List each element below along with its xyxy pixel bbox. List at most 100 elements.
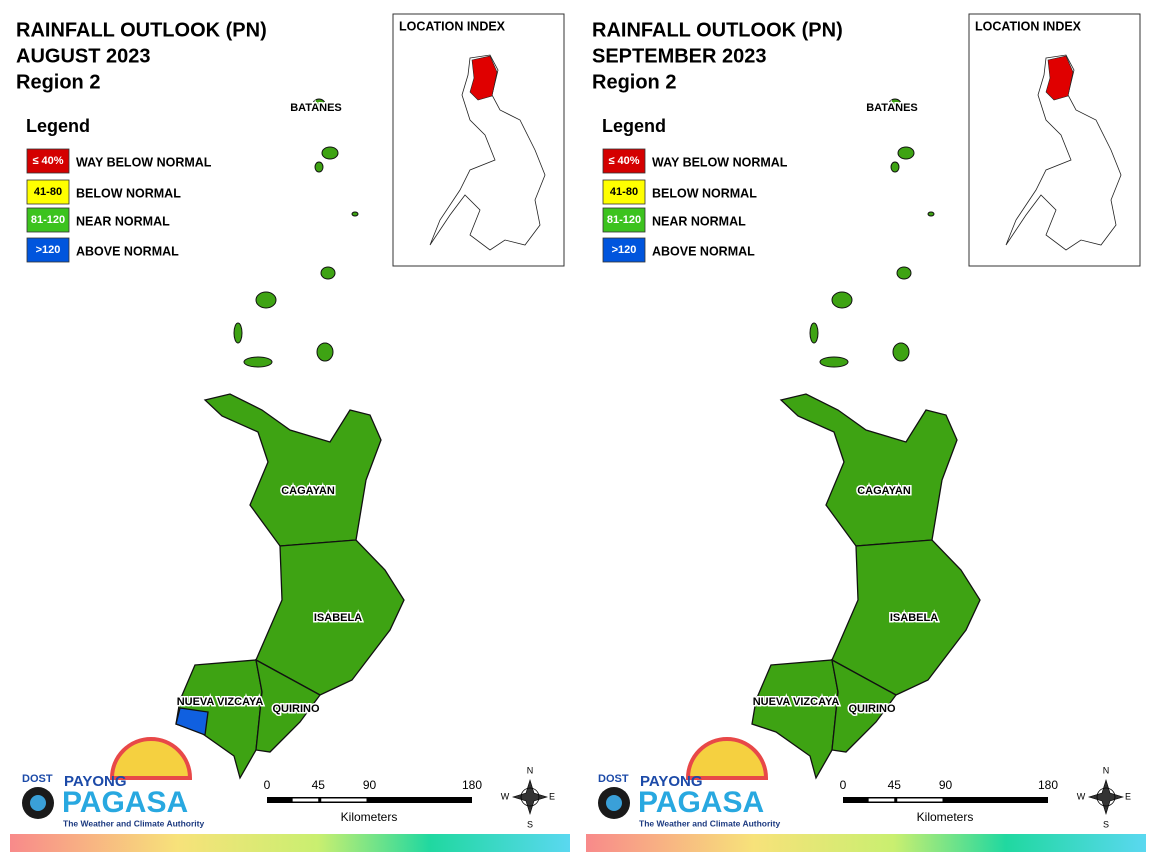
logo-agency: DOST <box>22 773 53 785</box>
scale-tick-label: 90 <box>939 778 953 792</box>
island <box>831 291 853 309</box>
island <box>897 146 915 160</box>
title-line: RAINFALL OUTLOOK (PN) <box>16 19 267 41</box>
legend-swatch-text: 41-80 <box>610 186 638 198</box>
legend-swatch <box>602 179 646 205</box>
compass-letter: W <box>1077 791 1086 801</box>
scale-seg <box>897 798 943 802</box>
title-line: AUGUST 2023 <box>16 45 151 67</box>
logo-umbrella <box>109 737 193 780</box>
island <box>888 98 902 110</box>
title-line: RAINFALL OUTLOOK (PN) <box>592 19 843 41</box>
island <box>316 342 334 362</box>
legend-swatch <box>602 207 646 233</box>
inset-region <box>1045 55 1074 101</box>
legend-swatch-text: 81-120 <box>31 214 65 226</box>
compass-rose <box>1087 778 1125 816</box>
island <box>233 322 243 344</box>
compass-letter: S <box>1103 819 1109 829</box>
inset-country <box>429 54 546 251</box>
legend-swatch <box>26 237 70 263</box>
scale-seg <box>292 798 319 802</box>
legend-label: WAY BELOW NORMAL <box>652 155 788 169</box>
inset-title: LOCATION INDEX <box>399 19 506 33</box>
province-label: BATANES <box>290 102 342 114</box>
map-panel: RAINFALL OUTLOOK (PN) AUGUST 2023 Region 2… <box>10 13 570 852</box>
scale-tick-label: 45 <box>312 778 326 792</box>
scale-unit: Kilometers <box>917 810 974 824</box>
legend-label: BELOW NORMAL <box>652 186 757 200</box>
scale-bar <box>843 797 1048 803</box>
island <box>314 161 324 173</box>
title-line: Region 2 <box>592 71 676 93</box>
logo-umbrella <box>685 737 769 780</box>
logo-agency: DOST <box>598 773 629 785</box>
compass-letter: S <box>527 819 533 829</box>
island <box>321 146 339 160</box>
logo-name: PAGASA <box>62 786 188 819</box>
above-normal-area <box>175 707 209 736</box>
province-label: ISABELA <box>314 612 362 624</box>
logo-top: PAYONG <box>640 773 703 790</box>
island <box>243 356 273 368</box>
scale-seg <box>868 798 895 802</box>
compass-letter: N <box>527 765 534 775</box>
title-line: SEPTEMBER 2023 <box>592 45 767 67</box>
rainbow-bar <box>10 834 570 852</box>
compass-ring <box>1096 787 1116 807</box>
compass-rose <box>511 778 549 816</box>
legend-swatch-text: 41-80 <box>34 186 62 198</box>
scale-tick-label: 90 <box>363 778 377 792</box>
province-label: QUIRINO <box>848 703 896 715</box>
scale-unit: Kilometers <box>341 810 398 824</box>
scale-tick-label: 180 <box>1038 778 1058 792</box>
legend-swatch <box>26 207 70 233</box>
logo-top: PAYONG <box>64 773 127 790</box>
legend-swatch <box>602 237 646 263</box>
legend-swatch-text: 81-120 <box>607 214 641 226</box>
map-panel: RAINFALL OUTLOOK (PN) SEPTEMBER 2023 Regio… <box>586 13 1146 852</box>
compass-letter: E <box>549 791 555 801</box>
legend-label: WAY BELOW NORMAL <box>76 155 212 169</box>
province-label: CAGAYAN <box>857 485 911 497</box>
legend-label: ABOVE NORMAL <box>76 244 179 258</box>
rainbow-bar <box>586 834 1146 852</box>
island <box>255 291 277 309</box>
scale-seg <box>321 798 367 802</box>
province-nueva-vizcaya <box>751 659 839 780</box>
logo-seal-core <box>606 795 622 811</box>
island <box>351 211 359 217</box>
logo-name: PAGASA <box>638 786 764 819</box>
province-label: NUEVA VIZCAYA <box>177 696 264 708</box>
province-label: CAGAYAN <box>281 485 335 497</box>
compass-ring <box>520 787 540 807</box>
legend-label: NEAR NORMAL <box>76 214 170 228</box>
province-isabela <box>255 539 405 696</box>
inset-title: LOCATION INDEX <box>975 19 1082 33</box>
title-line: Region 2 <box>16 71 100 93</box>
province-isabela <box>831 539 981 696</box>
island <box>896 266 912 280</box>
scale-tick-label: 0 <box>264 778 271 792</box>
province-quirino <box>255 658 321 753</box>
province-label: QUIRINO <box>272 703 320 715</box>
logo-tagline: The Weather and Climate Authority <box>639 818 780 828</box>
island <box>320 266 336 280</box>
province-label: NUEVA VIZCAYA <box>753 696 840 708</box>
legend-label: NEAR NORMAL <box>652 214 746 228</box>
compass-letter: N <box>1103 765 1110 775</box>
island <box>927 211 935 217</box>
legend-swatch-text: >120 <box>612 244 637 256</box>
province-quirino <box>831 658 897 753</box>
legend-swatch-text: ≤ 40% <box>32 155 63 167</box>
legend-swatch <box>26 179 70 205</box>
island <box>809 322 819 344</box>
legend-title: Legend <box>602 116 666 136</box>
legend-swatch-text: ≤ 40% <box>608 155 639 167</box>
logo-seal-core <box>30 795 46 811</box>
logo-tagline: The Weather and Climate Authority <box>63 818 204 828</box>
province-label: ISABELA <box>890 612 938 624</box>
province-cagayan <box>779 393 958 547</box>
compass-letter: W <box>501 791 510 801</box>
